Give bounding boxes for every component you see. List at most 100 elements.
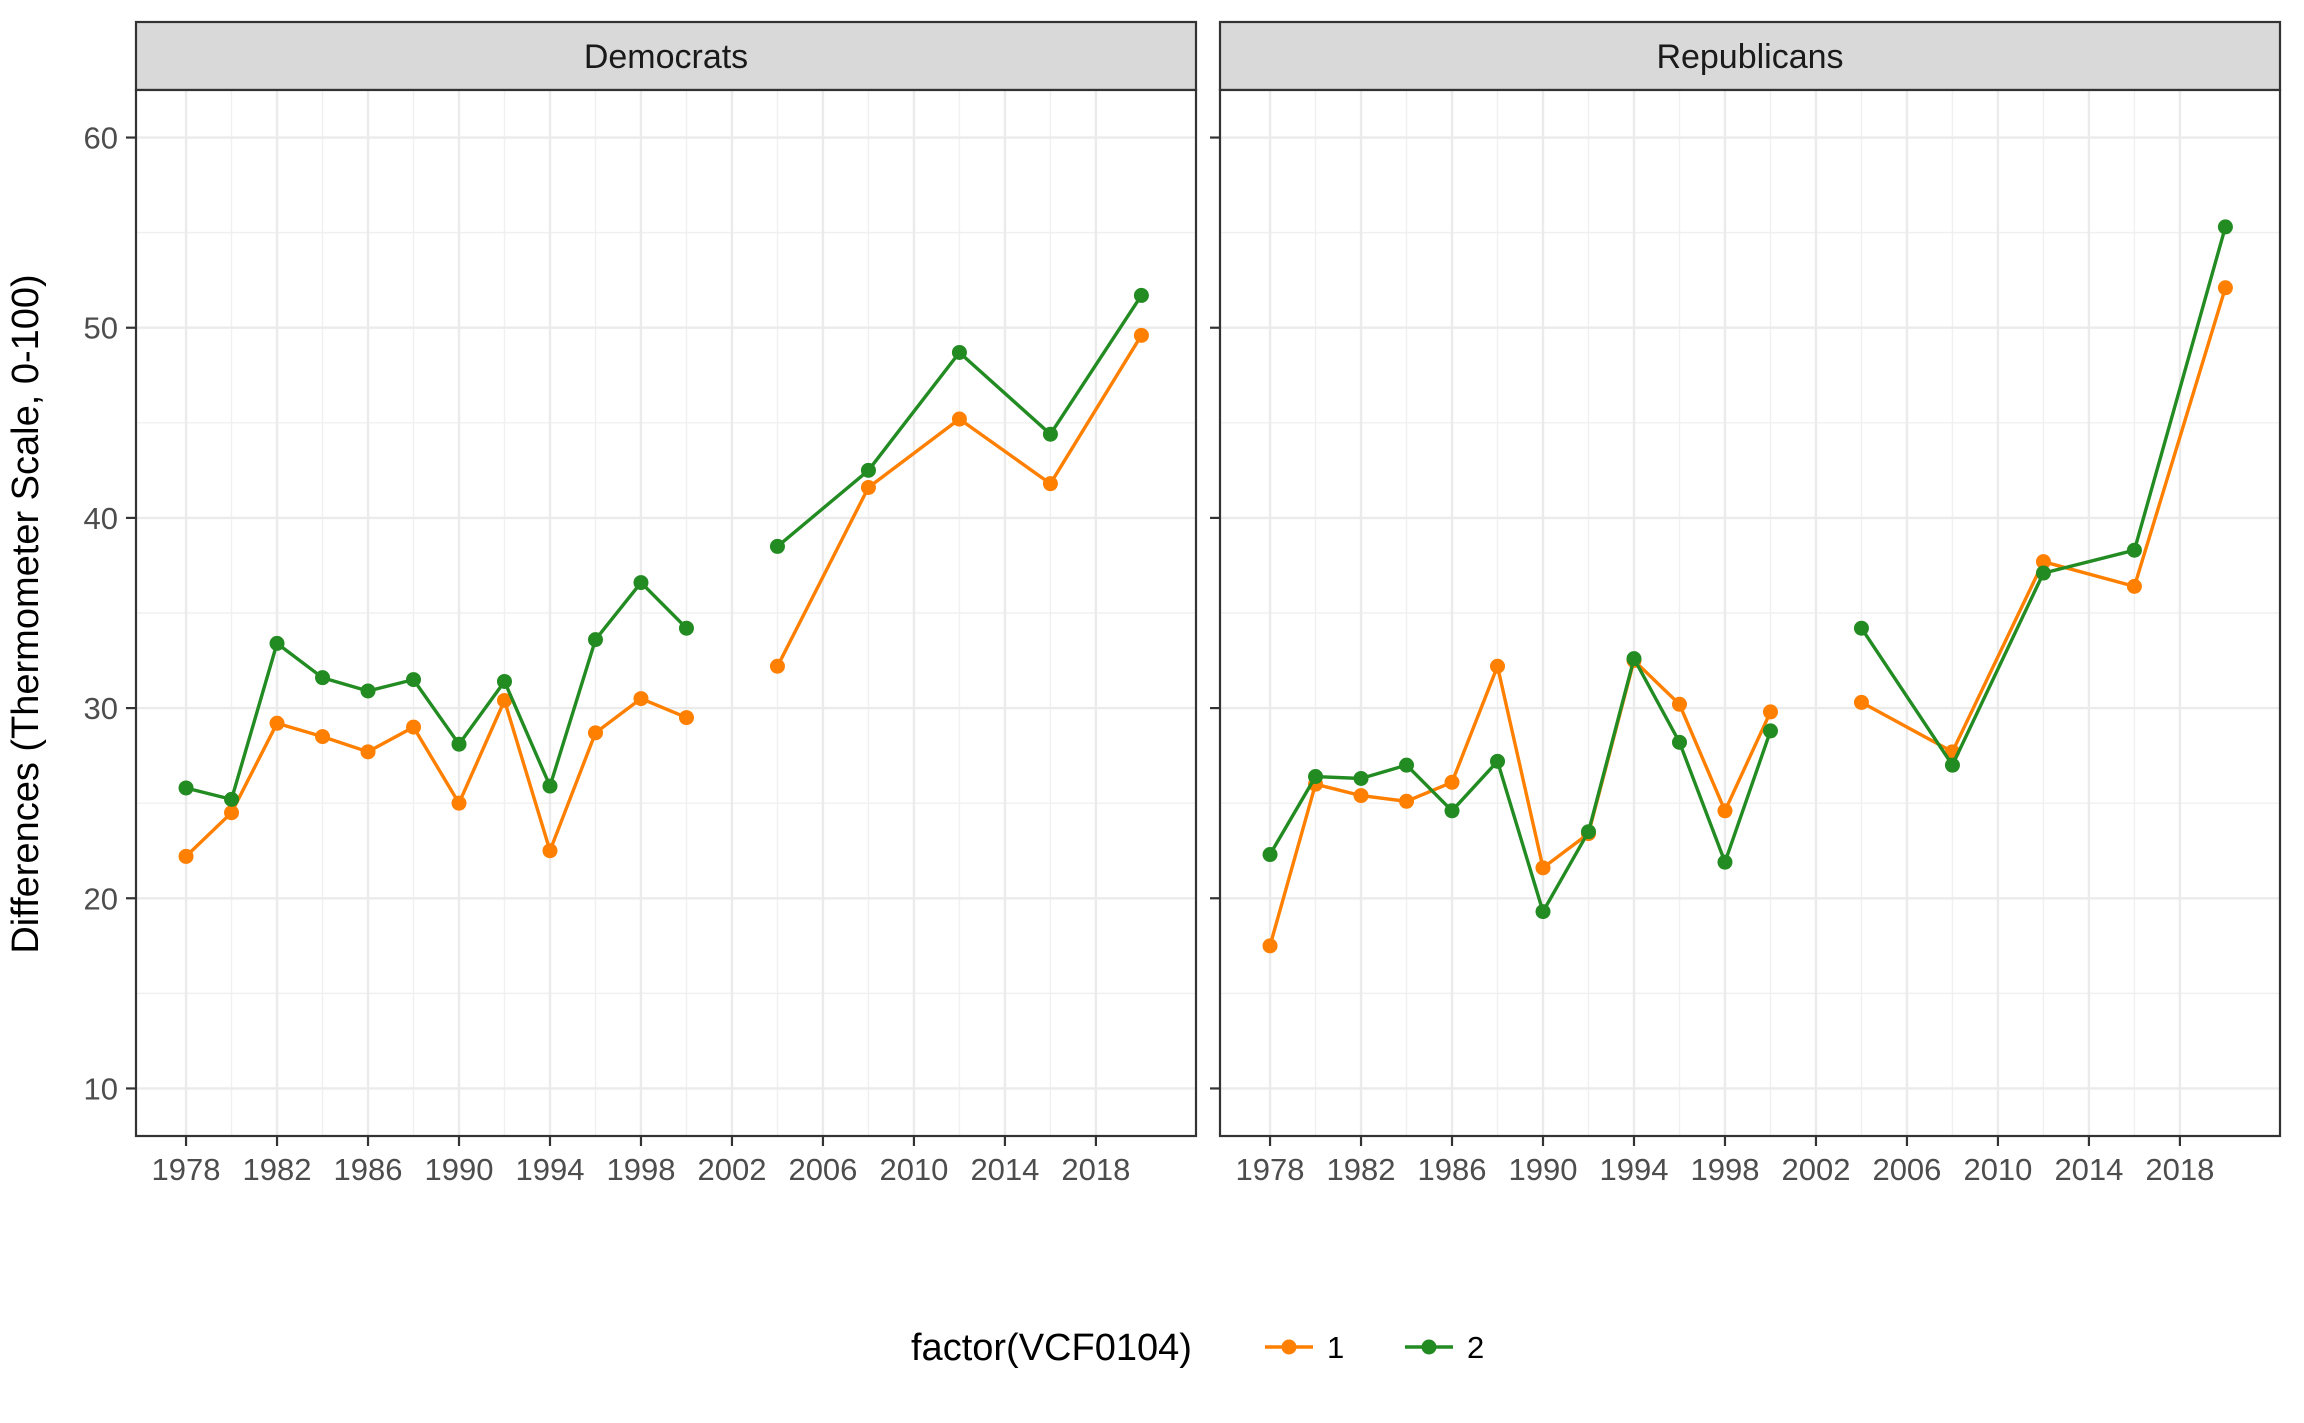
series-2 [178, 287, 1149, 807]
y-tick-label: 20 [84, 881, 118, 916]
data-point [496, 692, 512, 708]
y-tick-label: 40 [84, 501, 118, 536]
x-tick-label: 2006 [1872, 1152, 1941, 1187]
x-tick-label: 1978 [1236, 1152, 1305, 1187]
x-tick-label: 1986 [1418, 1152, 1487, 1187]
y-tick-label: 30 [84, 691, 118, 726]
y-tick-label: 10 [84, 1071, 118, 1106]
data-point [542, 778, 558, 794]
legend-label: 1 [1327, 1330, 1344, 1365]
series-1 [178, 327, 1149, 864]
data-point [1262, 938, 1278, 954]
data-point [1042, 476, 1058, 492]
data-point [1671, 734, 1687, 750]
data-point [1580, 824, 1596, 840]
series-line [184, 696, 688, 858]
data-point [951, 411, 967, 427]
data-point [2217, 219, 2233, 235]
data-point [587, 725, 603, 741]
data-point [315, 670, 331, 686]
legend-key-2: 2 [1405, 1330, 1484, 1365]
data-point [1353, 788, 1369, 804]
panel-democrats: Democrats 1978 1982 1986 1990 1994 1998 2002 200… [84, 20, 1198, 1187]
legend-swatch-point [1281, 1339, 1297, 1355]
data-point [1535, 860, 1551, 876]
y-axis-title: Differences (Thermometer Scale, 0-100) [5, 274, 47, 953]
data-point [1133, 287, 1149, 303]
data-point [1762, 704, 1778, 720]
x-tick-label: 2014 [2054, 1152, 2123, 1187]
x-tick-label: 2002 [697, 1152, 766, 1187]
data-point [1308, 769, 1324, 785]
data-point [406, 719, 422, 735]
data-point [542, 843, 558, 859]
x-tick-label: 2014 [970, 1152, 1039, 1187]
data-point [633, 691, 649, 707]
data-point [406, 672, 422, 688]
series-1 [1262, 280, 2233, 954]
x-tick-label: 1998 [606, 1152, 675, 1187]
data-point [496, 673, 512, 689]
legend-swatch-point [1421, 1339, 1437, 1355]
x-tick-label: 2018 [1061, 1152, 1130, 1187]
series-2 [1262, 219, 2233, 920]
data-point [860, 462, 876, 478]
data-point [2126, 542, 2142, 558]
data-point [451, 795, 467, 811]
data-point [2035, 565, 2051, 581]
facet-strip-label: Democrats [584, 38, 748, 76]
data-point [1262, 847, 1278, 863]
data-point [1444, 774, 1460, 790]
data-point [360, 744, 376, 760]
data-point [587, 632, 603, 648]
data-point [1042, 426, 1058, 442]
x-tick-label: 1998 [1690, 1152, 1759, 1187]
x-tick-label: 2002 [1781, 1152, 1850, 1187]
panel-border [1218, 88, 2282, 1138]
x-tick-label: 2010 [879, 1152, 948, 1187]
data-point [1490, 753, 1506, 769]
facet-strip-label: Republicans [1656, 38, 1843, 76]
data-point [315, 729, 331, 745]
facet-strip [134, 20, 1198, 92]
data-point [860, 479, 876, 495]
x-tick-label: 2006 [788, 1152, 857, 1187]
x-tick-label: 1982 [1327, 1152, 1396, 1187]
x-tick-label: 1978 [152, 1152, 221, 1187]
data-point [1133, 327, 1149, 343]
data-point [769, 658, 785, 674]
panel-republicans: Republicans 1978 1982 1986 1990 1994 1998 2002 2… [1210, 20, 2282, 1187]
data-point [678, 710, 694, 726]
x-tick-label: 1994 [1600, 1152, 1669, 1187]
x-tick-label: 2010 [1963, 1152, 2032, 1187]
data-point [451, 736, 467, 752]
series-line [185, 580, 688, 802]
data-point [2126, 578, 2142, 594]
y-tick-label: 60 [84, 121, 118, 156]
legend-title: factor(VCF0104) [911, 1327, 1192, 1369]
data-point [269, 635, 285, 651]
data-point [269, 715, 285, 731]
x-tick-label: 1990 [1509, 1152, 1578, 1187]
x-tick-label: 1986 [334, 1152, 403, 1187]
data-point [178, 848, 194, 864]
data-point [1853, 620, 1869, 636]
data-point [224, 805, 240, 821]
legend-key-1: 1 [1265, 1330, 1344, 1365]
data-point [1353, 770, 1369, 786]
y-tick-label: 50 [84, 311, 118, 346]
data-point [769, 538, 785, 554]
data-point [360, 683, 376, 699]
data-point [1399, 793, 1415, 809]
x-tick-label: 2018 [2145, 1152, 2214, 1187]
data-point [1853, 694, 1869, 710]
data-point [633, 575, 649, 591]
data-point [678, 620, 694, 636]
data-point [1717, 803, 1733, 819]
data-point [1490, 658, 1506, 674]
data-point [224, 791, 240, 807]
data-point [1535, 904, 1551, 920]
